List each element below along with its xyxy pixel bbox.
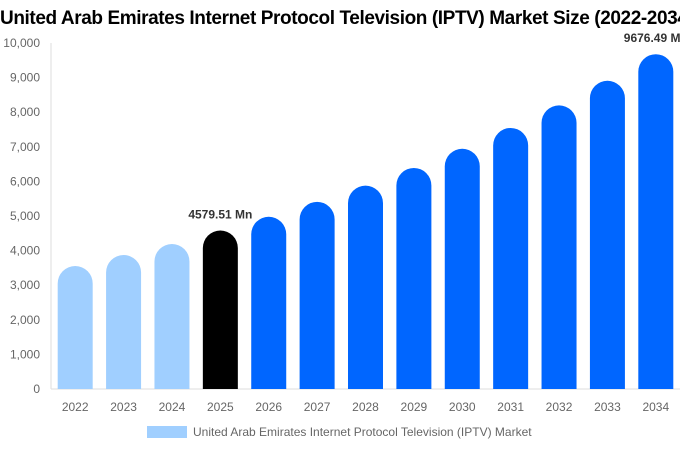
bar-2022 (57, 265, 93, 389)
y-tick-label: 4,000 (10, 244, 40, 258)
bar-2029 (396, 167, 432, 389)
x-tick-label: 2023 (110, 400, 137, 414)
bar-2033 (589, 80, 625, 389)
bar-2025 (202, 230, 238, 389)
legend-label: United Arab Emirates Internet Protocol T… (193, 425, 532, 439)
bar-2023 (106, 254, 142, 389)
x-tick-label: 2025 (207, 400, 234, 414)
bar-2028 (348, 185, 383, 389)
legend[interactable]: United Arab Emirates Internet Protocol T… (147, 425, 532, 439)
y-tick-label: 5,000 (10, 209, 40, 223)
y-tick-label: 6,000 (10, 174, 40, 188)
data-label: 9676.49 Mn (624, 31, 680, 45)
y-tick-label: 9,000 (10, 71, 40, 85)
x-tick-label: 2022 (62, 400, 89, 414)
x-tick-label: 2032 (546, 400, 573, 414)
chart-title: United Arab Emirates Internet Protocol T… (0, 8, 680, 29)
x-tick-label: 2024 (159, 400, 186, 414)
bar-2024 (154, 243, 190, 389)
x-tick-label: 2027 (304, 400, 331, 414)
bar-2032 (541, 105, 577, 390)
x-tick-label: 2031 (497, 400, 524, 414)
x-tick-label: 2030 (449, 400, 476, 414)
y-tick-label: 8,000 (10, 105, 40, 119)
legend-swatch (147, 426, 187, 438)
data-label: 4579.51 Mn (188, 208, 252, 222)
bar-2027 (299, 201, 335, 389)
x-tick-label: 2034 (642, 400, 669, 414)
x-tick-label: 2026 (255, 400, 282, 414)
x-tick-label: 2028 (352, 400, 379, 414)
y-tick-label: 7,000 (10, 140, 40, 154)
bar-2034 (638, 54, 674, 389)
y-tick-label: 1,000 (10, 347, 40, 361)
bar-2031 (493, 127, 529, 389)
y-tick-label: 3,000 (10, 278, 40, 292)
bar-2026 (251, 216, 287, 389)
y-tick-label: 0 (33, 382, 40, 396)
bar-2030 (444, 148, 480, 389)
x-tick-label: 2029 (401, 400, 428, 414)
x-tick-label: 2033 (594, 400, 621, 414)
y-tick-label: 10,000 (3, 36, 40, 50)
y-tick-label: 2,000 (10, 313, 40, 327)
